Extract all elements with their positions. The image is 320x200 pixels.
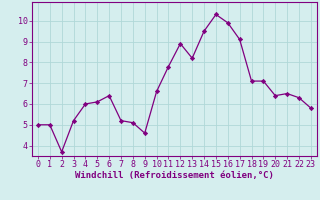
X-axis label: Windchill (Refroidissement éolien,°C): Windchill (Refroidissement éolien,°C) bbox=[75, 171, 274, 180]
